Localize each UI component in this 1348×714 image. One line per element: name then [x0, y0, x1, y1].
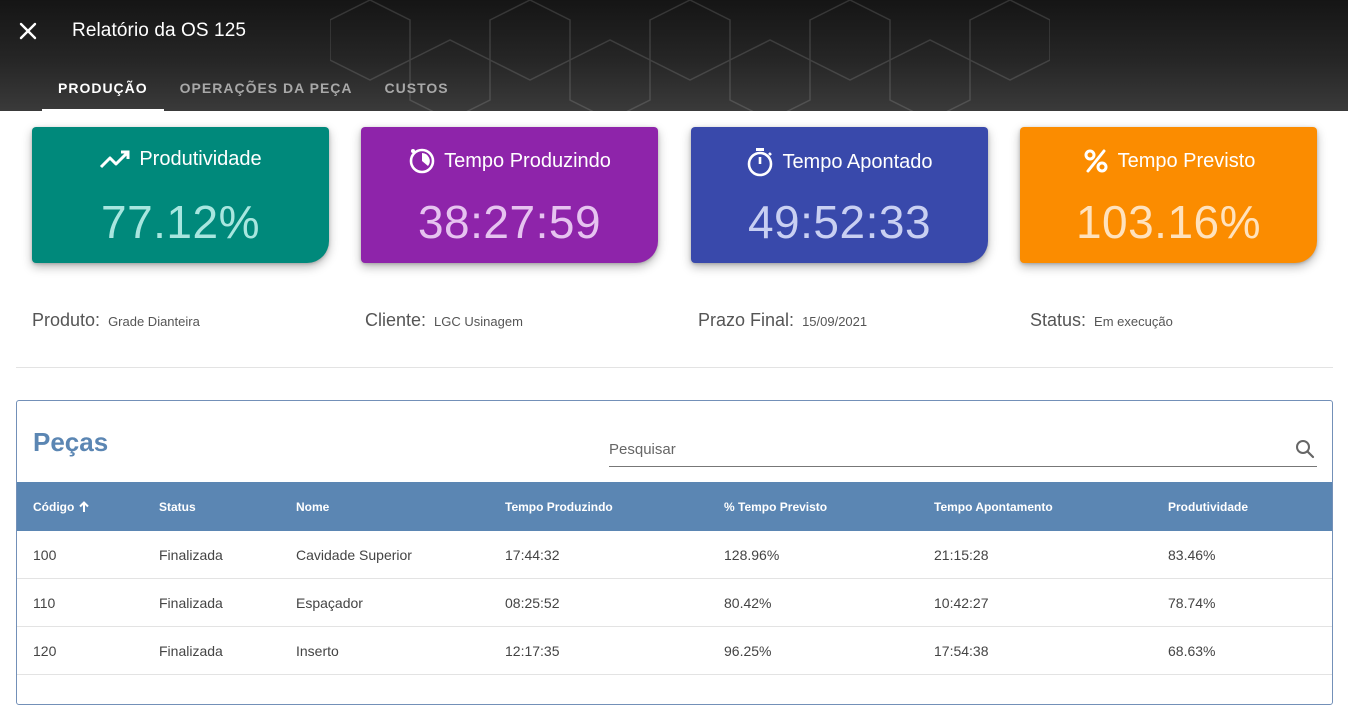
kpi-value: 49:52:33: [747, 196, 932, 248]
close-button[interactable]: [14, 17, 42, 45]
cell-tempo-apontamento: 17:54:38: [934, 643, 989, 659]
column-header-tempo-previsto[interactable]: % Tempo Previsto: [724, 499, 828, 514]
header-background-pattern: [330, 0, 1050, 111]
pecas-panel: Peças Código Status Nome Tempo Produzind…: [16, 400, 1333, 705]
column-header-tempo-produzindo[interactable]: Tempo Produzindo: [505, 499, 613, 514]
cell-nome: Cavidade Superior: [296, 547, 412, 563]
kpi-label: Tempo Previsto: [1117, 149, 1256, 172]
info-cliente: Cliente: LGC Usinagem: [365, 310, 523, 331]
info-label: Produto:: [32, 310, 101, 330]
arrow-up-icon: [79, 500, 90, 512]
kpi-card-tempo-apontado: Tempo Apontado 49:52:33: [691, 127, 988, 263]
cell-tempo-produzindo: 17:44:32: [505, 547, 560, 563]
tab-custos[interactable]: CUSTOS: [384, 79, 449, 96]
kpi-label: Tempo Produzindo: [444, 149, 611, 172]
column-header-produtividade[interactable]: Produtividade: [1168, 499, 1249, 514]
column-header-nome[interactable]: Nome: [296, 499, 330, 514]
pecas-table: Código Status Nome Tempo Produzindo % Te…: [17, 482, 1332, 675]
table-row[interactable]: 120 Finalizada Inserto 12:17:35 96.25% 1…: [17, 627, 1332, 675]
cell-tempo-previsto: 96.25%: [724, 643, 772, 659]
cell-codigo: 110: [33, 595, 56, 611]
cell-tempo-apontamento: 21:15:28: [934, 547, 989, 563]
cell-tempo-apontamento: 10:42:27: [934, 595, 989, 611]
timelapse-icon: [409, 148, 435, 174]
column-label: Código: [33, 499, 75, 514]
info-value: LGC Usinagem: [434, 314, 523, 329]
close-icon: [19, 22, 37, 40]
info-status: Status: Em execução: [1030, 310, 1173, 331]
info-label: Cliente:: [365, 310, 427, 330]
cell-tempo-previsto: 128.96%: [724, 547, 780, 563]
cell-nome: Espaçador: [296, 595, 363, 611]
cell-produtividade: 78.74%: [1168, 595, 1216, 611]
tab-producao[interactable]: PRODUÇÃO: [42, 64, 164, 111]
kpi-label: Produtividade: [139, 147, 262, 170]
search-field: [609, 431, 1317, 467]
info-value: 15/09/2021: [802, 314, 868, 329]
page-title: Relatório da OS 125: [72, 20, 247, 41]
kpi-label: Tempo Apontado: [782, 150, 933, 173]
info-label: Prazo Final:: [698, 310, 795, 330]
cell-tempo-produzindo: 12:17:35: [505, 643, 560, 659]
info-value: Em execução: [1094, 314, 1173, 329]
app-header: Relatório da OS 125 PRODUÇÃO OPERAÇÕES D…: [0, 0, 1348, 111]
cell-tempo-produzindo: 08:25:52: [505, 595, 560, 611]
info-prazo-final: Prazo Final: 15/09/2021: [698, 310, 867, 331]
search-icon[interactable]: [1295, 439, 1315, 459]
cell-codigo: 120: [33, 643, 57, 659]
info-label: Status:: [1030, 310, 1087, 330]
kpi-value: 77.12%: [100, 196, 260, 248]
table-header: Código Status Nome Tempo Produzindo % Te…: [17, 482, 1332, 531]
search-input[interactable]: [609, 431, 1279, 465]
cell-status: Finalizada: [159, 595, 223, 611]
trending-up-icon: [100, 150, 130, 169]
table-row[interactable]: 100 Finalizada Cavidade Superior 17:44:3…: [17, 531, 1332, 579]
info-produto: Produto: Grade Dianteira: [32, 310, 200, 331]
cell-nome: Inserto: [296, 643, 339, 659]
kpi-value: 103.16%: [1075, 196, 1262, 248]
tab-operacoes-da-peca[interactable]: OPERAÇÕES DA PEÇA: [179, 79, 353, 96]
info-value: Grade Dianteira: [108, 314, 200, 329]
kpi-card-tempo-produzindo: Tempo Produzindo 38:27:59: [361, 127, 658, 263]
cell-status: Finalizada: [159, 643, 223, 659]
cell-status: Finalizada: [159, 547, 223, 563]
column-header-codigo[interactable]: Código: [33, 482, 91, 531]
cell-tempo-previsto: 80.42%: [724, 595, 772, 611]
kpi-card-produtividade: Produtividade 77.12%: [32, 127, 329, 263]
divider: [16, 367, 1333, 368]
cell-codigo: 100: [33, 547, 57, 563]
percent-icon: [1084, 149, 1108, 173]
cell-produtividade: 83.46%: [1168, 547, 1216, 563]
column-header-tempo-apontamento[interactable]: Tempo Apontamento: [934, 499, 1053, 514]
table-row[interactable]: 110 Finalizada Espaçador 08:25:52 80.42%…: [17, 579, 1332, 627]
pecas-title: Peças: [33, 427, 109, 457]
kpi-value: 38:27:59: [417, 196, 602, 248]
kpi-card-tempo-previsto: Tempo Previsto 103.16%: [1020, 127, 1317, 263]
timer-icon: [748, 148, 773, 177]
column-header-status[interactable]: Status: [159, 499, 196, 514]
cell-produtividade: 68.63%: [1168, 643, 1216, 659]
tab-bar: PRODUÇÃO OPERAÇÕES DA PEÇA CUSTOS: [42, 64, 465, 111]
